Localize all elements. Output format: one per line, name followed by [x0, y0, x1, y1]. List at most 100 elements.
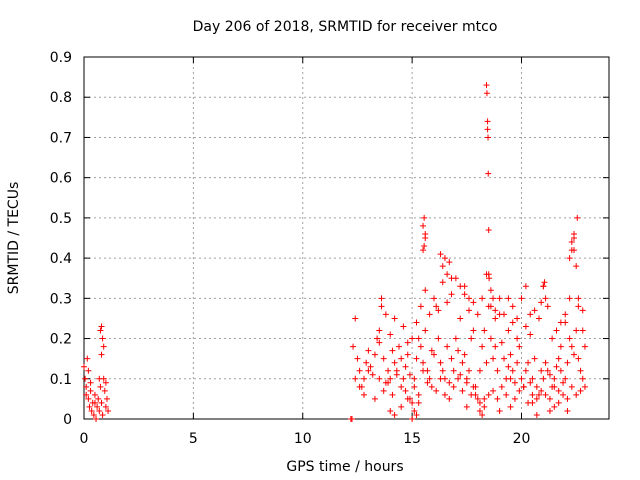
- data-point: [365, 347, 372, 354]
- data-point: [468, 391, 475, 398]
- data-point: [455, 347, 462, 354]
- data-point: [348, 416, 355, 422]
- data-point: [564, 359, 571, 366]
- data-point: [85, 395, 92, 402]
- data-point: [402, 387, 409, 394]
- data-point: [417, 303, 424, 310]
- data-point: [457, 283, 464, 290]
- data-point: [354, 355, 361, 362]
- data-point: [546, 371, 553, 378]
- data-point: [374, 335, 381, 342]
- data-point: [492, 343, 499, 350]
- data-point: [463, 403, 470, 410]
- data-point: [527, 331, 534, 338]
- data-point: [389, 347, 396, 354]
- data-point: [560, 379, 567, 386]
- data-point: [361, 375, 367, 382]
- data-point: [479, 343, 486, 350]
- data-point: [579, 327, 586, 334]
- data-point: [400, 323, 407, 330]
- data-point: [549, 335, 556, 342]
- data-point: [94, 403, 101, 410]
- data-point: [555, 399, 562, 406]
- data-point: [102, 403, 109, 410]
- y-tick-label: 0.7: [50, 130, 72, 146]
- data-point: [96, 375, 103, 382]
- data-point: [95, 395, 102, 402]
- data-point: [505, 363, 512, 370]
- data-point: [481, 395, 488, 402]
- data-point: [459, 387, 466, 394]
- data-point: [483, 90, 490, 97]
- data-point: [406, 371, 413, 378]
- data-point: [413, 411, 420, 418]
- data-point: [577, 367, 584, 374]
- data-point: [404, 339, 411, 346]
- data-point: [531, 355, 538, 362]
- data-point: [448, 355, 455, 362]
- data-point: [470, 299, 477, 306]
- data-point: [485, 134, 492, 141]
- data-point: [371, 395, 378, 402]
- data-point: [514, 359, 521, 366]
- data-point: [421, 243, 428, 250]
- data-point: [560, 391, 567, 398]
- data-point: [446, 259, 453, 266]
- data-point: [404, 395, 411, 402]
- data-point: [422, 287, 429, 294]
- data-point: [542, 359, 549, 366]
- y-tick-label: 0.1: [50, 372, 72, 388]
- data-point: [356, 383, 363, 390]
- data-point: [352, 315, 359, 322]
- data-point: [102, 379, 109, 386]
- data-point: [376, 339, 383, 346]
- y-tick-labels: 0 0.1 0.2 0.3 0.4 0.5 0.6 0.7 0.8 0.9: [50, 50, 72, 428]
- y-tick-label: 0.6: [50, 171, 72, 187]
- data-point: [350, 343, 357, 350]
- data-point: [376, 375, 383, 382]
- data-point: [97, 327, 104, 334]
- y-tick-label: 0.4: [50, 251, 72, 267]
- data-point: [538, 387, 545, 394]
- data-point: [505, 327, 512, 334]
- chart-title: Day 206 of 2018, SRMTID for receiver mtc…: [193, 19, 498, 35]
- data-point: [428, 347, 435, 354]
- data-point: [446, 379, 453, 386]
- data-point: [555, 387, 562, 394]
- data-point: [533, 383, 540, 390]
- data-point: [481, 327, 488, 334]
- data-point: [486, 275, 493, 282]
- data-point: [361, 391, 367, 398]
- data-point: [100, 343, 107, 350]
- data-point: [367, 363, 374, 370]
- data-point: [409, 399, 416, 406]
- data-point: [527, 379, 534, 386]
- data-point: [557, 343, 564, 350]
- data-point: [387, 407, 394, 414]
- data-point: [485, 226, 492, 233]
- data-point: [444, 299, 451, 306]
- data-point: [575, 355, 582, 362]
- data-point: [581, 343, 588, 350]
- data-point: [420, 222, 427, 229]
- data-point: [564, 395, 571, 402]
- data-point: [492, 315, 499, 322]
- data-point: [90, 411, 97, 418]
- data-point: [566, 335, 573, 342]
- data-point: [387, 331, 394, 338]
- data-point: [98, 399, 105, 406]
- data-point: [474, 395, 481, 402]
- data-point: [435, 335, 442, 342]
- data-point: [492, 307, 499, 314]
- data-point: [566, 255, 573, 262]
- data-point: [437, 251, 444, 258]
- data-point: [529, 391, 536, 398]
- data-point: [452, 335, 459, 342]
- data-points: [81, 82, 588, 422]
- data-point: [415, 399, 422, 406]
- data-point: [466, 295, 472, 302]
- data-point: [87, 387, 94, 394]
- data-point: [411, 383, 418, 390]
- data-point: [83, 391, 90, 398]
